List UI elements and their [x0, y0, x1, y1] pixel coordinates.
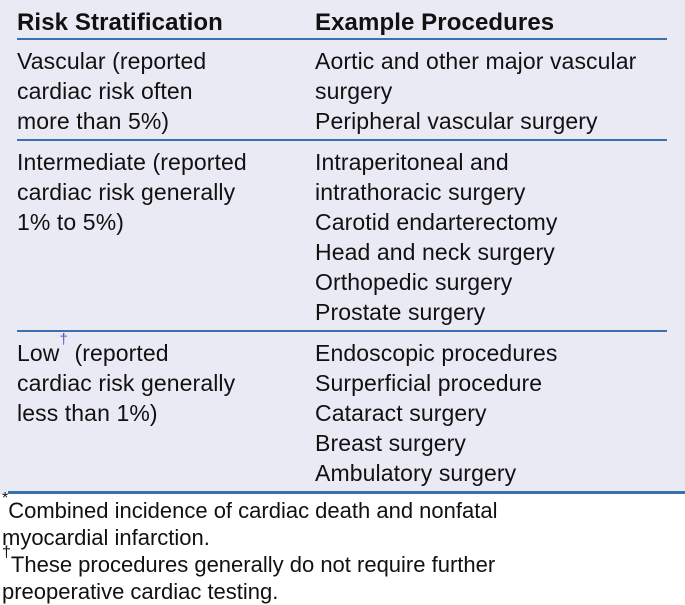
table-bottom-rule [8, 491, 685, 494]
procedures-cell-low: Endoscopic procedures Surperficial proce… [315, 340, 558, 486]
table-row-vascular: Vascular (reported cardiac risk often mo… [0, 40, 685, 139]
footnote-text: These procedures generally do not requir… [2, 552, 496, 604]
header-divider-rule [17, 38, 667, 40]
dagger-superscript: † [59, 331, 68, 349]
procedures-cell-intermediate: Intraperitoneal and intrathoracic surger… [315, 149, 558, 325]
row-divider-rule [17, 139, 667, 141]
column-header-risk-stratification: Risk Stratification [17, 9, 223, 36]
risk-low-description: (reported cardiac risk generally less th… [17, 340, 236, 426]
column-header-example-procedures: Example Procedures [315, 9, 555, 36]
row-divider-rule [17, 330, 667, 332]
risk-cell-vascular: Vascular (reported cardiac risk often mo… [17, 48, 207, 134]
table-header-row: Risk Stratification Example Procedures [0, 0, 685, 38]
dagger-marker: † [2, 543, 11, 561]
risk-cell-low: Low† (reported cardiac risk generally le… [17, 332, 315, 488]
footnote-no-further-testing: †These procedures generally do not requi… [2, 544, 677, 605]
footnote-combined-incidence: *Combined incidence of cardiac death and… [2, 490, 677, 551]
table-row-low: Low† (reported cardiac risk generally le… [0, 332, 685, 491]
risk-cell-intermediate: Intermediate (reported cardiac risk gene… [17, 149, 247, 235]
table-row-intermediate: Intermediate (reported cardiac risk gene… [0, 141, 685, 330]
risk-stratification-table: Risk Stratification Example Procedures V… [0, 0, 685, 494]
asterisk-marker: * [2, 489, 9, 507]
procedures-cell-vascular: Aortic and other major vascular surgery … [315, 48, 637, 134]
footnote-text: Combined incidence of cardiac death and … [2, 498, 498, 550]
risk-low-label: Low [17, 340, 60, 366]
footnotes-section: *Combined incidence of cardiac death and… [0, 490, 685, 605]
